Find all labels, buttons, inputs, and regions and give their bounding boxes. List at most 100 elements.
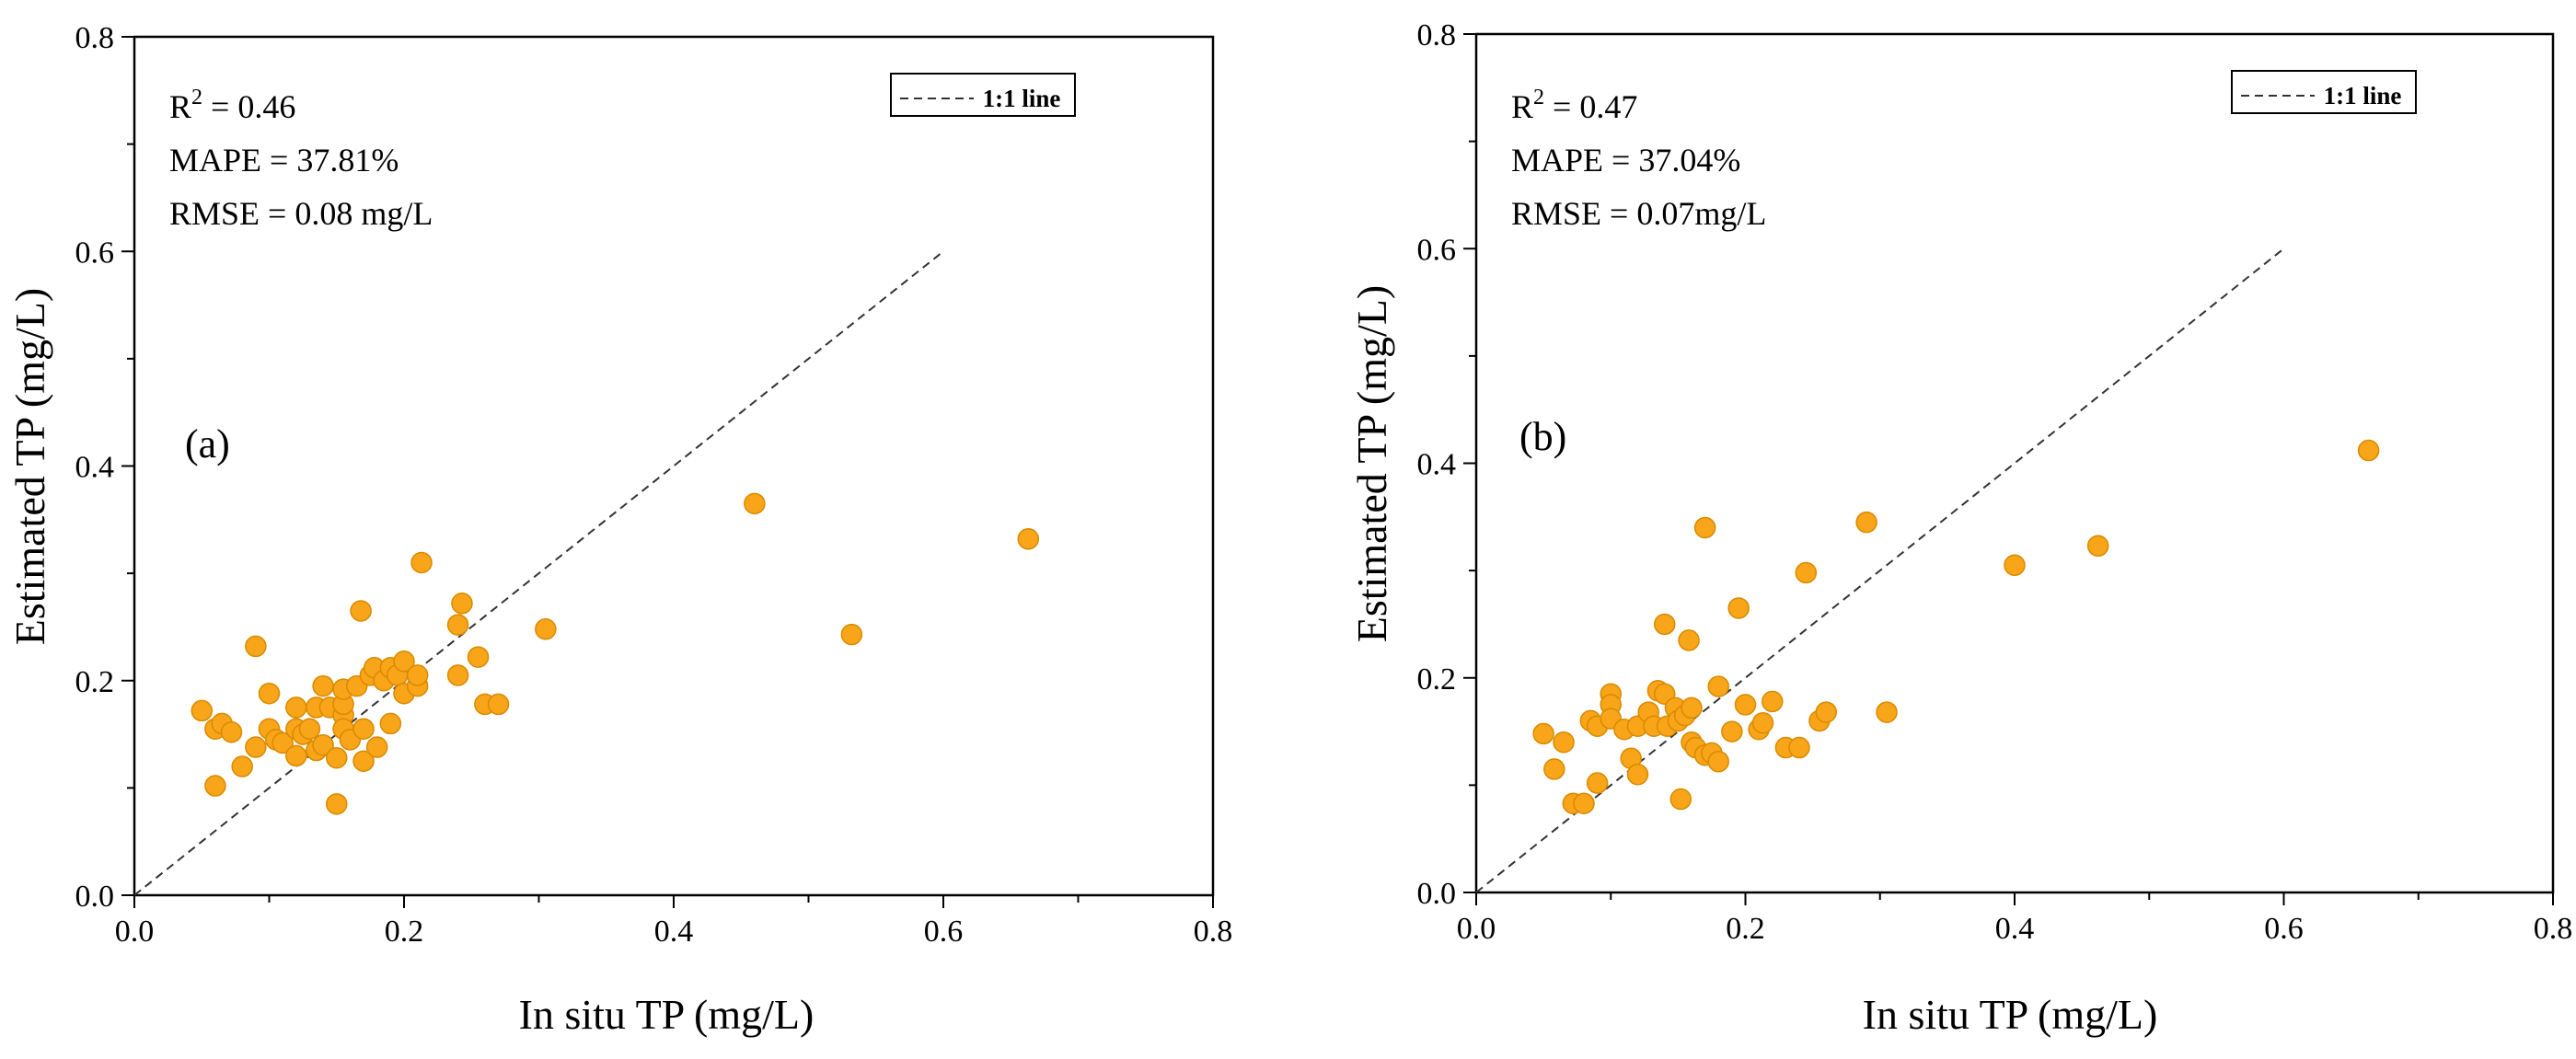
r2-stat: R2 = 0.47 [1511,86,1637,125]
y-tick-label: 0.8 [75,21,115,55]
y-axis-title: Estimated TP (mg/L) [6,288,53,645]
data-point [1573,792,1595,814]
data-point [744,492,766,515]
data-point [410,551,433,574]
y-tick-label: 0.0 [1417,877,1457,911]
data-point [285,696,307,719]
rmse-stat: RMSE = 0.07mg/L [1511,195,1766,232]
rmse-stat: RMSE = 0.08 mg/L [169,195,433,232]
data-point [379,712,402,735]
x-tick-label: 0.8 [1194,915,1233,949]
data-point [204,775,226,797]
legend-box: 1:1 line [2231,70,2417,114]
x-tick-label: 0.6 [924,915,964,949]
data-point [350,600,372,622]
one-to-one-line [1475,247,2285,893]
x-tick-label: 0.4 [1995,912,2035,946]
legend-label: 1:1 line [2324,82,2402,109]
panel-a: 0.00.00.20.20.40.40.60.60.80.8 1:1 line … [6,21,1232,1038]
legend-label: 1:1 line [983,85,1061,112]
data-point [2086,535,2109,558]
data-point [1626,763,1649,786]
data-point [1532,722,1554,745]
y-tick-label: 0.8 [1417,18,1457,52]
axis-ticks [1463,33,2554,905]
data-point [352,750,375,772]
data-point [467,646,490,668]
x-tick-label: 0.4 [654,915,694,949]
data-point [446,664,469,686]
legend-box: 1:1 line [890,73,1076,117]
y-tick-label: 0.2 [1417,662,1457,696]
data-point [2357,439,2380,462]
y-tick-label: 0.6 [75,236,115,270]
data-point [393,650,415,673]
data-point [1669,788,1692,811]
y-axis-title: Estimated TP (mg/L) [1348,285,1395,642]
data-point [446,614,469,636]
data-point [1788,736,1810,759]
data-point [487,693,510,716]
panel-label: (a) [185,421,230,466]
x-tick-label: 0.2 [385,915,424,949]
data-point [1795,561,1818,584]
data-point [1876,701,1898,723]
mape-stat: MAPE = 37.81% [169,142,399,178]
x-tick-label: 0.0 [115,915,155,949]
x-tick-label: 0.6 [2264,912,2304,946]
data-point [352,718,375,740]
data-point [1751,711,1774,734]
x-axis-title: In situ TP (mg/L) [1863,991,2158,1038]
data-point [1734,694,1757,716]
data-point [285,744,307,767]
data-point [1553,731,1575,754]
data-point [2004,554,2026,577]
x-axis-title: In situ TP (mg/L) [519,991,814,1038]
panel-label: (b) [1519,414,1566,459]
axis-ticks [121,36,1214,908]
data-point [258,682,281,705]
data-point [245,635,267,658]
data-point [1543,758,1565,780]
data-point [312,674,334,697]
data-points [1532,439,2380,814]
data-point [1815,701,1837,723]
data-point [220,720,243,743]
data-point [1654,613,1676,636]
one-to-one-line [133,250,944,896]
data-point [840,623,863,646]
panel-b: 0.00.00.20.20.40.40.60.60.80.8 1:1 line … [1348,18,2572,1038]
data-point [535,618,557,640]
data-point [271,731,294,754]
data-point [1681,696,1703,719]
x-tick-label: 0.2 [1726,912,1765,946]
data-point [365,736,388,758]
data-point [326,793,348,815]
data-point [1707,750,1729,773]
r2-stat: R2 = 0.46 [169,86,295,125]
data-point [1721,720,1743,742]
data-point [1586,772,1609,794]
data-points [191,492,1040,815]
y-tick-label: 0.2 [75,665,115,699]
data-point [1727,597,1750,619]
data-point [326,746,348,769]
x-tick-label: 0.8 [2534,912,2573,946]
axis-tick-labels: 0.00.0 0.2 0.2 0.4 0.4 0.6 0.6 0.8 0.8 [75,21,1233,949]
data-point [1855,511,1877,534]
axis-tick-labels: 0.00.0 0.2 0.2 0.4 0.4 0.6 0.6 0.8 0.8 [1417,18,2573,946]
y-tick-label: 0.6 [1417,233,1457,267]
x-tick-label: 0.0 [1457,912,1496,946]
data-point [1678,629,1700,651]
y-tick-label: 0.0 [75,880,115,914]
data-point [191,699,213,722]
data-point [1762,690,1784,713]
data-point [298,718,321,740]
data-point [1693,516,1716,539]
data-point [1017,528,1040,550]
data-point [245,736,267,758]
data-point [231,755,253,777]
data-point [406,664,429,686]
mape-stat: MAPE = 37.04% [1511,142,1740,178]
